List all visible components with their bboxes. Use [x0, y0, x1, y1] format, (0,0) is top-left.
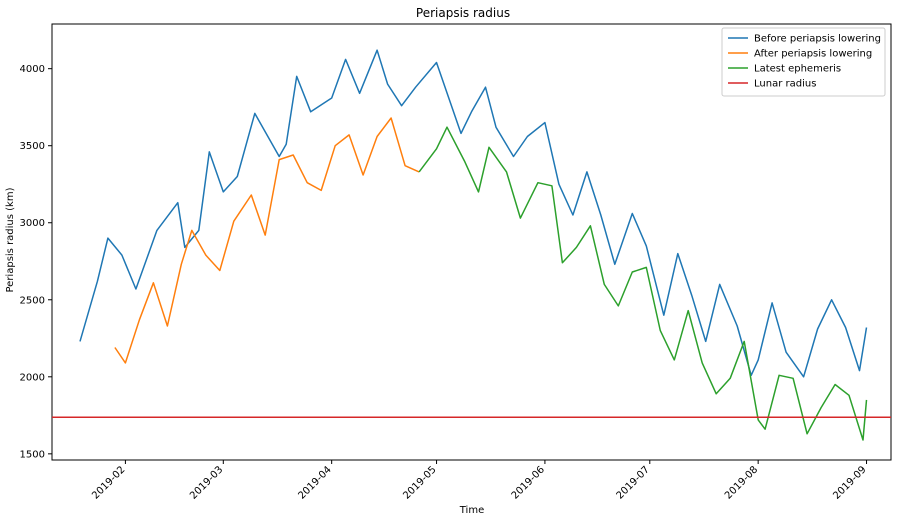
y-tick-label: 3500	[20, 141, 45, 152]
legend: Before periapsis lowering After periapsis…	[721, 27, 886, 97]
plot-area	[51, 23, 892, 461]
y-tick-label: 2500	[20, 295, 45, 306]
y-axis: 1500 2000 2500 3000 3500 4000	[20, 64, 52, 460]
legend-label-1: After periapsis lowering	[754, 49, 872, 60]
y-tick-label: 3000	[20, 218, 45, 229]
y-tick-label: 1500	[20, 449, 45, 460]
legend-box	[721, 27, 886, 97]
legend-label-3: Lunar radius	[754, 79, 816, 90]
plot-frame	[51, 23, 892, 461]
y-axis-title: Periapsis radius (km)	[5, 187, 16, 292]
chart-title: Periapsis radius	[416, 6, 510, 20]
y-tick-label: 2000	[20, 372, 45, 383]
legend-label-0: Before periapsis lowering	[754, 34, 881, 45]
series-line-0	[79, 49, 868, 378]
legend-label-2: Latest ephemeris	[754, 64, 841, 75]
series-line-1	[114, 117, 420, 364]
x-axis-title: Time	[459, 505, 484, 516]
series-line-2	[418, 126, 868, 441]
y-tick-label: 4000	[20, 64, 45, 75]
